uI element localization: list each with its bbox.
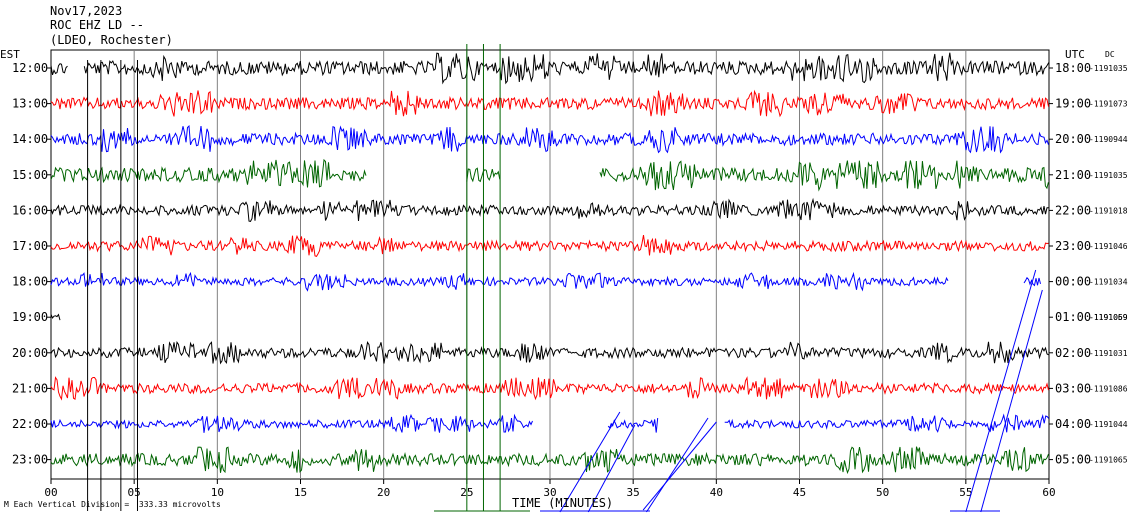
count-label: -1191065 [1089,456,1128,465]
seismic-trace [50,446,1049,475]
utc-time-label: 19:00 [1055,97,1091,111]
seismic-trace [50,313,61,321]
seismic-trace [50,413,533,433]
station-source: (LDEO, Rochester) [50,33,173,47]
glitch-line [965,269,1037,513]
seismic-trace [83,52,1050,85]
utc-time-label: 20:00 [1055,132,1091,146]
utc-time-label: 05:00 [1055,453,1091,467]
vertical-scale-note: M Each Vertical Division = 333.33 microv… [4,500,221,509]
dc-offset-label: DC [1105,50,1115,59]
utc-time-label: 02:00 [1055,346,1091,360]
glitch-line [642,421,717,511]
x-tick-label: 05 [128,486,141,499]
glitch-line [646,417,709,513]
utc-time-label: 21:00 [1055,168,1091,182]
glitch-line [587,424,636,513]
x-tick-label: 45 [793,486,806,499]
count-label: -1191044 [1089,420,1128,429]
x-tick-label: 30 [543,486,556,499]
count-label: -1190944 [1089,135,1128,144]
seismic-trace [50,271,949,292]
local-time-label: 15:00 [12,168,48,182]
local-time-label: 23:00 [12,453,48,467]
utc-time-label: 01:00 [1055,310,1091,324]
seismic-trace [50,125,1049,154]
station-code: ROC EHZ LD -- [50,18,144,32]
count-label: -1191034 [1089,278,1128,287]
local-time-zone-label: EST [0,48,20,61]
x-tick-label: 55 [959,486,972,499]
seismic-trace [50,197,1049,222]
local-time-label: 19:00 [12,310,48,324]
x-tick-label: 50 [876,486,889,499]
scale-mark: M [4,500,9,509]
seismic-trace [607,417,659,433]
count-label: -1191035 [1089,64,1128,73]
count-label: -1191018 [1089,206,1128,215]
utc-time-label: 04:00 [1055,417,1091,431]
x-tick-label: 00 [44,486,57,499]
seismic-trace [50,340,1049,365]
seismic-trace [724,413,1050,433]
utc-time-label: 00:00 [1055,275,1091,289]
count-label: -1191059 [1089,313,1128,322]
x-tick-label: 40 [710,486,723,499]
glitch-line [559,411,621,513]
x-axis-title: TIME (MINUTES) [512,496,614,510]
seismic-trace [50,376,1049,401]
utc-time-label: 03:00 [1055,381,1091,395]
seismic-trace [50,89,1049,118]
local-time-label: 16:00 [12,203,48,217]
local-time-label: 20:00 [12,346,48,360]
glitch-line [980,289,1043,513]
x-tick-label: 60 [1042,486,1055,499]
record-date: Nov17,2023 [50,4,123,18]
count-label: -1191073 [1089,100,1128,109]
local-time-label: 17:00 [12,239,48,253]
seismic-trace [50,234,1049,258]
seismic-trace [599,160,1049,192]
count-overlay-label: -1191069 [1089,313,1128,322]
local-time-label: 12:00 [12,61,48,75]
x-tick-label: 35 [627,486,640,499]
count-label: -1191046 [1089,242,1128,251]
local-time-label: 21:00 [12,381,48,395]
local-time-label: 13:00 [12,97,48,111]
count-label: -1191031 [1089,349,1128,358]
count-label: -1191086 [1089,384,1128,393]
count-label: -1191035 [1089,171,1128,180]
utc-time-label: 22:00 [1055,203,1091,217]
x-tick-label: 15 [294,486,307,499]
local-time-label: 22:00 [12,417,48,431]
x-tick-label: 10 [211,486,224,499]
utc-time-label: 23:00 [1055,239,1091,253]
utc-time-zone-label: UTC [1065,48,1085,61]
local-time-label: 14:00 [12,132,48,146]
utc-time-label: 18:00 [1055,61,1091,75]
seismic-trace [50,63,68,76]
seismic-trace [50,158,367,188]
local-time-label: 18:00 [12,275,48,289]
scale-text: Each Vertical Division = 333.33 microvol… [13,500,221,509]
x-tick-label: 20 [377,486,390,499]
